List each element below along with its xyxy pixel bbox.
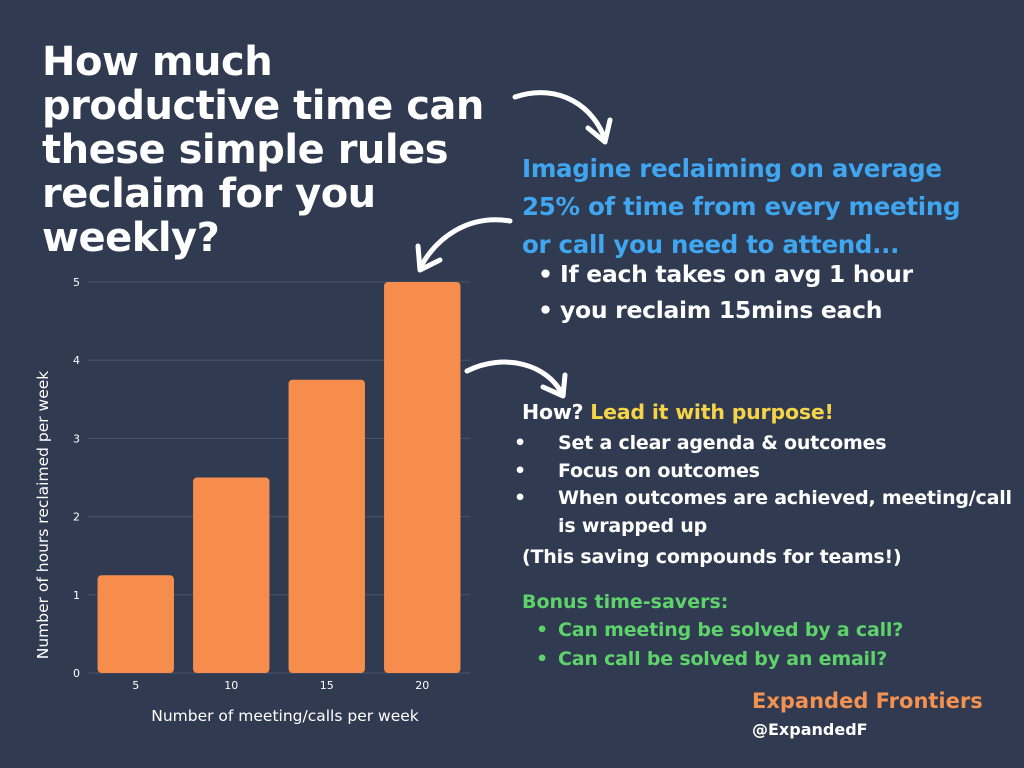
list-item: Set a clear agenda & outcomes bbox=[536, 430, 1016, 458]
bar bbox=[97, 575, 174, 673]
y-tick-label: 0 bbox=[73, 667, 80, 680]
bar bbox=[384, 282, 461, 673]
list-item: Can meeting be solved by a call? bbox=[536, 616, 1006, 645]
arrow-icon bbox=[512, 90, 613, 145]
bonus-title: Bonus time-savers: bbox=[522, 591, 729, 613]
how-prefix: How? bbox=[522, 400, 584, 424]
brand-name: Expanded Frontiers bbox=[752, 689, 983, 713]
y-tick-label: 2 bbox=[73, 511, 80, 524]
headline-title: How much productive time can these simpl… bbox=[42, 39, 484, 261]
how-list: Set a clear agenda & outcomes Focus on o… bbox=[536, 430, 1016, 540]
y-tick-labels: 0 1 2 3 4 5 bbox=[73, 276, 80, 680]
y-tick-label: 5 bbox=[73, 276, 80, 289]
y-tick-label: 4 bbox=[73, 354, 80, 367]
brand-handle: @ExpandedF bbox=[752, 720, 868, 739]
list-item: If each takes on avg 1 hour bbox=[538, 256, 998, 292]
average-list: If each takes on avg 1 hour you reclaim … bbox=[538, 256, 998, 328]
x-tick-labels: 5 10 15 20 bbox=[132, 679, 429, 692]
how-heading: How? Lead it with purpose! bbox=[522, 397, 1012, 427]
bar bbox=[193, 477, 270, 673]
x-axis-label: Number of meeting/calls per week bbox=[151, 707, 419, 725]
intro-text: Imagine reclaiming on average 25% of tim… bbox=[522, 154, 961, 259]
x-tick-label: 10 bbox=[224, 679, 238, 692]
bars bbox=[97, 282, 461, 673]
bar bbox=[288, 379, 365, 673]
bar-chart: 0 1 2 3 4 5 5 10 15 20 Number of meeting/calls p… bbox=[34, 276, 470, 725]
bonus-list: Can meeting be solved by a call? Can cal… bbox=[536, 616, 1006, 674]
compound-note: (This saving compounds for teams!) bbox=[522, 546, 902, 568]
y-tick-label: 1 bbox=[73, 589, 80, 602]
list-item: Focus on outcomes bbox=[536, 458, 1016, 486]
x-tick-label: 15 bbox=[320, 679, 334, 692]
x-tick-label: 5 bbox=[132, 679, 139, 692]
list-item: When outcomes are achieved, meeting/call… bbox=[536, 485, 1016, 540]
list-item: you reclaim 15mins each bbox=[538, 292, 998, 328]
how-lead: Lead it with purpose! bbox=[590, 400, 834, 424]
y-axis-label: Number of hours reclaimed per week bbox=[34, 371, 52, 660]
y-tick-label: 3 bbox=[73, 432, 80, 445]
list-item: Can call be solved by an email? bbox=[536, 645, 1006, 674]
x-tick-label: 20 bbox=[415, 679, 429, 692]
